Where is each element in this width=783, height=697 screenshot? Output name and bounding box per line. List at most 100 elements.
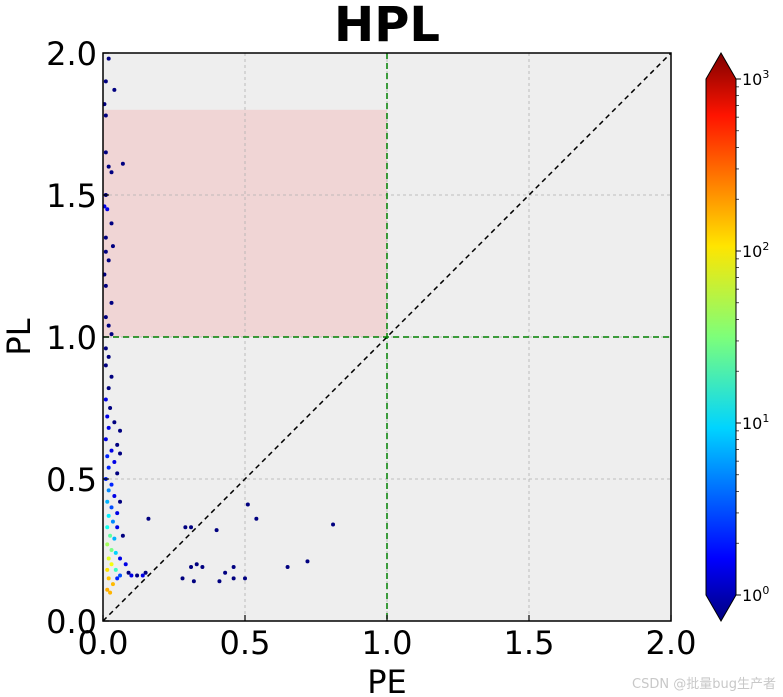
- scatter-point: [105, 525, 109, 529]
- scatter-point: [108, 591, 112, 595]
- scatter-point: [111, 582, 115, 586]
- scatter-point: [112, 494, 116, 498]
- scatter-point: [114, 551, 118, 555]
- x-axis-label: PE: [367, 663, 407, 697]
- colorbar-tick-exponent: 1: [762, 412, 769, 425]
- scatter-point: [110, 483, 114, 487]
- y-tick-label: 1.5: [46, 177, 97, 215]
- watermark: CSDN @批量bug生产者: [632, 677, 776, 692]
- scatter-point: [254, 517, 258, 521]
- x-tick-label: 0.5: [220, 624, 271, 662]
- scatter-point: [217, 579, 221, 583]
- scatter-point: [246, 503, 250, 507]
- x-tick-label: 1.0: [362, 624, 413, 662]
- scatter-point: [104, 250, 108, 254]
- scatter-point: [232, 565, 236, 569]
- scatter-point: [110, 170, 114, 174]
- scatter-point: [110, 221, 114, 225]
- scatter-point: [118, 557, 122, 561]
- scatter-point: [115, 471, 119, 475]
- colorbar-tick-exponent: 3: [762, 68, 769, 81]
- scatter-point: [104, 363, 108, 367]
- scatter-point: [110, 449, 114, 453]
- scatter-point: [183, 525, 187, 529]
- scatter-point: [215, 528, 219, 532]
- scatter-point: [105, 454, 109, 458]
- scatter-point: [118, 574, 122, 578]
- scatter-point: [105, 207, 109, 211]
- scatter-point: [111, 244, 115, 248]
- scatter-point: [105, 415, 109, 419]
- colorbar-tick-label: 102: [742, 240, 769, 261]
- scatter-point: [112, 88, 116, 92]
- scatter-point: [115, 511, 119, 515]
- x-tick-label: 1.5: [504, 624, 555, 662]
- scatter-point: [107, 386, 111, 390]
- y-tick-label: 0.0: [46, 603, 97, 641]
- scatter-point: [141, 574, 145, 578]
- scatter-point: [104, 79, 108, 83]
- scatter-point: [118, 500, 122, 504]
- scatter-point: [181, 576, 185, 580]
- scatter-point: [110, 375, 114, 379]
- scatter-point: [107, 557, 111, 561]
- scatter-point: [118, 429, 122, 433]
- colorbar-ticks: 100 101 102 1 0 3: [736, 68, 769, 605]
- scatter-point: [189, 565, 193, 569]
- scatter-point: [107, 466, 111, 470]
- scatter-point: [110, 505, 114, 509]
- scatter-point: [129, 574, 133, 578]
- scatter-point: [189, 525, 193, 529]
- scatter-point: [331, 522, 335, 526]
- scatter-point: [110, 301, 114, 305]
- scatter-point: [243, 576, 247, 580]
- scatter-point: [104, 346, 108, 350]
- scatter-point: [115, 525, 119, 529]
- scatter-point: [121, 534, 125, 538]
- scatter-point: [115, 443, 119, 447]
- scatter-point: [105, 500, 109, 504]
- scatter-point: [144, 571, 148, 575]
- colorbar-tick-label: 100: [742, 584, 769, 605]
- scatter-point: [127, 571, 131, 575]
- scatter-point: [107, 488, 111, 492]
- scatter-point: [112, 537, 116, 541]
- scatter-point: [305, 559, 309, 563]
- scatter-point: [107, 514, 111, 518]
- x-tick-label: 2.0: [646, 624, 697, 662]
- colorbar-tick-exponent: 0: [762, 584, 769, 597]
- scatter-point: [107, 324, 111, 328]
- scatter-point: [107, 576, 111, 580]
- scatter-point: [104, 236, 108, 240]
- chart-title: HPL: [334, 0, 440, 53]
- scatter-point: [110, 548, 114, 552]
- colorbar-gradient: [706, 53, 736, 621]
- y-axis-label: PL: [0, 318, 38, 355]
- scatter-point: [110, 562, 114, 566]
- scatter-point: [107, 355, 111, 359]
- colorbar-tick-label: 101: [742, 412, 769, 433]
- scatter-point: [115, 576, 119, 580]
- y-tick-label: 0.5: [46, 461, 97, 499]
- scatter-point: [107, 165, 111, 169]
- scatter-point: [108, 534, 112, 538]
- scatter-point: [104, 397, 108, 401]
- scatter-point: [112, 420, 116, 424]
- scatter-point: [286, 565, 290, 569]
- scatter-point: [107, 258, 111, 262]
- y-tick-label: 2.0: [46, 35, 97, 73]
- scatter-point: [135, 574, 139, 578]
- scatter-point: [108, 406, 112, 410]
- scatter-point: [107, 57, 111, 61]
- scatter-point: [107, 426, 111, 430]
- scatter-point: [223, 571, 227, 575]
- scatter-point: [121, 162, 125, 166]
- colorbar-tick-exponent: 2: [762, 240, 769, 253]
- scatter-point: [104, 284, 108, 288]
- colorbar: 100 101 102 1 0 3: [706, 53, 769, 621]
- y-tick-label: 1.0: [46, 319, 97, 357]
- scatter-point: [114, 568, 118, 572]
- scatter-point: [232, 576, 236, 580]
- scatter-point: [124, 562, 128, 566]
